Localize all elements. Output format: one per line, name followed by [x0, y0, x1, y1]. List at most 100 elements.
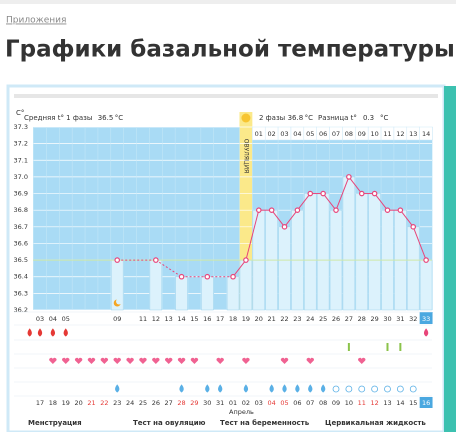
drop-icon	[63, 328, 68, 337]
drop-icon	[205, 384, 210, 393]
x-tick-label: 26	[332, 315, 340, 323]
fluid-icon	[345, 385, 353, 393]
line-segment	[232, 259, 247, 278]
y-tick-label: 36.2	[14, 306, 28, 314]
phase2-day: 03	[280, 130, 288, 138]
point	[255, 207, 262, 213]
fluid-icon	[409, 385, 417, 393]
date-label: 02	[242, 399, 250, 407]
day-highlight	[419, 312, 433, 324]
phase2-day: 08	[345, 130, 353, 138]
date-label: 17	[36, 399, 44, 407]
bar	[304, 193, 317, 311]
date-label: 03	[255, 399, 263, 407]
bar	[407, 226, 420, 311]
y-tick-label: 37.1	[14, 156, 28, 164]
bar	[201, 276, 214, 311]
point	[333, 207, 339, 213]
heart-icon	[358, 357, 366, 364]
y-tick-label: 36.9	[14, 190, 28, 198]
drop-icon	[37, 328, 43, 337]
y-tick-label: 37.3	[14, 123, 28, 131]
y-tick-label: 37.2	[14, 140, 28, 148]
bar	[355, 193, 368, 311]
date-label: 22	[100, 399, 108, 407]
line-segment	[335, 176, 350, 211]
sun-icon	[241, 113, 251, 123]
heart-icon	[306, 357, 314, 364]
phase-label: 2 фазы	[259, 114, 285, 122]
line-segment	[374, 193, 388, 211]
phase2-day: 14	[422, 130, 430, 138]
phase-value: 0.3	[363, 114, 374, 122]
date-label: 14	[396, 399, 404, 407]
bar	[239, 259, 253, 311]
fluid-icon	[396, 385, 404, 393]
line-segment	[245, 210, 260, 261]
y-tick-label: 36.6	[14, 239, 28, 247]
y-tick-label: 36.3	[14, 289, 28, 297]
point	[230, 273, 236, 280]
line-segment	[155, 259, 182, 278]
x-tick-label: 19	[242, 315, 250, 323]
line-segment	[284, 209, 298, 228]
phase2-day: 04	[293, 130, 301, 138]
x-tick-label: 17	[216, 315, 224, 323]
breadcrumb[interactable]: Приложения	[6, 16, 66, 26]
phase-unit: °C	[115, 114, 124, 122]
date-label: 07	[306, 399, 314, 407]
heart-icon	[190, 357, 199, 364]
phase-unit: °C	[305, 114, 314, 122]
phase2-day: 07	[332, 130, 340, 138]
date-label: 23	[113, 399, 121, 407]
drop-icon	[282, 384, 287, 393]
bar	[342, 176, 356, 311]
heart-icon	[165, 357, 173, 364]
date-label: 16	[422, 399, 430, 407]
moon-cut	[116, 298, 123, 305]
bar	[316, 193, 330, 311]
page-title: Графики базальной температуры	[5, 37, 455, 63]
drop-icon	[218, 384, 223, 393]
point	[294, 207, 301, 213]
heart-icon	[242, 357, 250, 364]
x-tick-label: 22	[280, 315, 288, 323]
date-label: 30	[203, 399, 211, 407]
heart-icon	[87, 357, 96, 364]
drop-icon	[115, 384, 120, 393]
point	[320, 190, 326, 197]
point	[358, 190, 365, 197]
side-strip	[444, 86, 456, 432]
drop-icon	[308, 384, 313, 393]
month-label: Апрель	[229, 408, 254, 416]
date-label: 13	[383, 399, 391, 407]
x-tick-label: 18	[229, 315, 237, 323]
y-tick-label: 37.0	[14, 173, 28, 181]
heart-icon	[216, 357, 224, 364]
line-segment	[348, 176, 363, 194]
y-tick-label: 36.5	[14, 256, 28, 264]
phase-value: 36.8	[288, 114, 304, 122]
fluid-icon	[384, 385, 391, 393]
date-label: 27	[165, 399, 173, 407]
x-tick-label: 21	[268, 315, 276, 323]
bar	[175, 276, 188, 311]
drop-icon	[50, 328, 56, 337]
x-tick-label: 28	[358, 315, 366, 323]
ovulation-label: ОВУЛЯЦИЯ	[242, 139, 249, 174]
x-tick-label: 04	[49, 315, 57, 323]
drop-icon	[320, 384, 326, 393]
bar	[278, 226, 291, 311]
drop-icon	[269, 384, 274, 393]
x-tick-label: 31	[396, 315, 404, 323]
bar	[368, 193, 381, 311]
point	[153, 257, 159, 263]
x-tick-label: 16	[203, 315, 211, 323]
heart-icon	[113, 357, 121, 364]
date-highlight	[419, 397, 433, 408]
point	[114, 257, 121, 263]
date-label: 26	[152, 399, 160, 407]
x-tick-label: 29	[370, 315, 378, 323]
legend-label: Тест на беременность	[220, 419, 310, 427]
phase2-day: 13	[409, 130, 417, 138]
